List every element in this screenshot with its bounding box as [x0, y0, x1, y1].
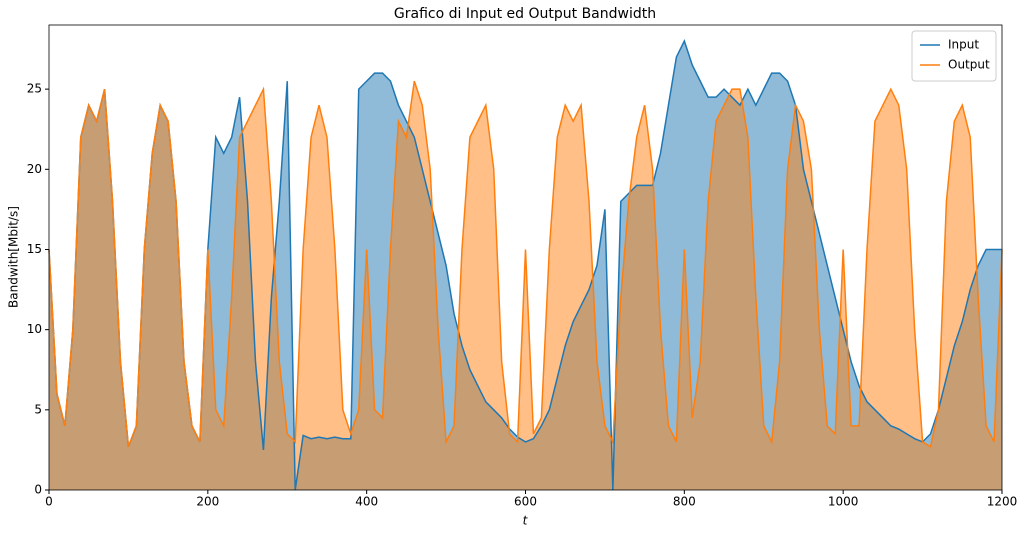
- y-tick-label: 0: [34, 483, 42, 497]
- chart-title: Grafico di Input ed Output Bandwidth: [394, 6, 656, 22]
- y-tick-label: 15: [27, 242, 42, 256]
- x-tick-label: 0: [45, 495, 53, 509]
- x-tick-label: 200: [196, 495, 219, 509]
- y-tick-label: 5: [34, 402, 42, 416]
- y-tick-label: 25: [27, 82, 42, 96]
- x-tick-label: 400: [355, 495, 378, 509]
- legend-box: [911, 30, 997, 82]
- x-tick-label: 1000: [828, 495, 859, 509]
- line: [48, 80, 1003, 448]
- x-tick-label: 600: [514, 495, 537, 509]
- area-fill: [49, 81, 1002, 491]
- legend-label: Input: [948, 38, 979, 52]
- y-axis-label: Bandwith[Mbit/s]: [7, 206, 21, 308]
- legend-label: Output: [948, 58, 990, 72]
- y-tick-label: 10: [27, 322, 42, 336]
- area-fill: [49, 41, 1002, 490]
- x-tick-label: 800: [673, 495, 696, 509]
- y-tick-label: 20: [27, 162, 42, 176]
- x-axis-label: t: [523, 514, 529, 528]
- x-tick-label: 1200: [987, 495, 1018, 509]
